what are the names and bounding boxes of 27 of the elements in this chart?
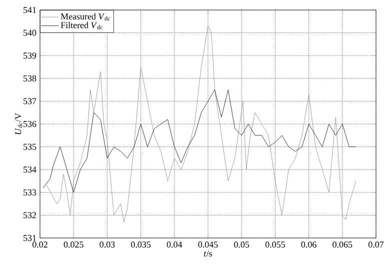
x-tick-label: 0.04: [166, 242, 182, 248]
x-tick-label: 0.025: [64, 242, 84, 248]
x-tick-label: 0.03: [100, 242, 115, 248]
x-tick-label: 0.02: [32, 242, 48, 248]
line-series: [43, 90, 356, 193]
x-tick-label: 0.06: [301, 242, 316, 248]
legend-label: Filtered V$_{dc}$: [60, 22, 103, 30]
y-tick-label: 537: [24, 98, 36, 104]
x-tick-label: 0.065: [332, 242, 352, 248]
x-tick-label: 0.07: [368, 242, 384, 248]
y-tick-label: 531: [24, 234, 36, 242]
x-tick-label: 0.045: [198, 242, 218, 248]
y-tick-label: 532: [24, 212, 36, 218]
y-tick-label: 535: [24, 144, 36, 150]
x-axis-title: t/s: [204, 250, 212, 256]
legend-label: Measured V$_{dc}$: [60, 13, 110, 21]
y-axis-title: U$_{dc}$/V: [15, 113, 22, 134]
y-tick-label: 536: [24, 120, 36, 128]
x-tick-label: 0.055: [265, 242, 285, 248]
y-tick-label: 539: [24, 52, 36, 59]
y-tick-label: 538: [24, 75, 36, 82]
y-tick-label: 534: [24, 166, 36, 173]
y-tick-label: 540: [24, 30, 36, 36]
y-tick-label: 541: [24, 6, 36, 14]
x-tick-label: 0.035: [131, 242, 151, 248]
y-tick-label: 533: [24, 189, 36, 196]
x-tick-label: 0.05: [234, 242, 250, 248]
